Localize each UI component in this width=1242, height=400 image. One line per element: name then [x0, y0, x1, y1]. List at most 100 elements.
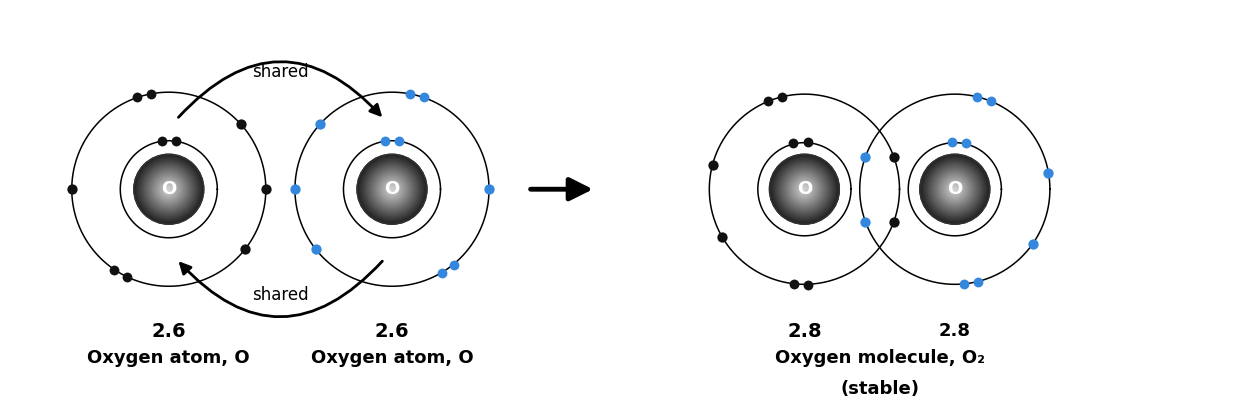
Point	[799, 281, 818, 288]
Circle shape	[787, 172, 822, 207]
Circle shape	[166, 187, 171, 192]
Circle shape	[948, 182, 961, 196]
Circle shape	[369, 166, 415, 212]
Circle shape	[364, 161, 420, 217]
Circle shape	[154, 174, 184, 204]
Circle shape	[940, 174, 970, 204]
Circle shape	[785, 170, 825, 209]
Circle shape	[800, 184, 809, 194]
Circle shape	[137, 157, 201, 222]
Circle shape	[950, 184, 960, 194]
Circle shape	[370, 167, 414, 211]
Point	[310, 121, 330, 128]
Point	[231, 121, 251, 128]
Point	[968, 93, 987, 100]
Point	[797, 139, 817, 145]
Point	[389, 138, 409, 144]
Circle shape	[770, 154, 840, 224]
Point	[856, 154, 876, 160]
Point	[432, 270, 452, 276]
Circle shape	[356, 154, 427, 224]
Circle shape	[789, 174, 820, 204]
Circle shape	[774, 159, 835, 220]
Circle shape	[375, 173, 409, 206]
Circle shape	[925, 160, 984, 218]
Point	[954, 281, 974, 287]
Point	[117, 274, 137, 280]
Circle shape	[935, 170, 975, 209]
Point	[306, 246, 325, 252]
Text: Oxygen atom, O: Oxygen atom, O	[87, 349, 250, 367]
Circle shape	[933, 167, 977, 211]
Circle shape	[134, 154, 204, 224]
Text: O: O	[948, 180, 963, 198]
Circle shape	[770, 156, 838, 223]
Circle shape	[139, 159, 199, 220]
Point	[400, 90, 420, 97]
Circle shape	[381, 179, 402, 200]
Circle shape	[951, 186, 959, 193]
Circle shape	[934, 168, 976, 210]
Circle shape	[954, 188, 956, 190]
Text: 2.8: 2.8	[787, 322, 822, 341]
Circle shape	[148, 168, 190, 210]
Circle shape	[949, 184, 960, 195]
Circle shape	[388, 184, 396, 194]
Circle shape	[386, 184, 397, 195]
Circle shape	[776, 161, 832, 217]
Circle shape	[773, 158, 836, 221]
Text: O: O	[161, 180, 176, 198]
Point	[941, 139, 961, 145]
Circle shape	[932, 166, 979, 212]
Circle shape	[796, 181, 812, 197]
Circle shape	[156, 176, 181, 202]
Text: 2.6: 2.6	[375, 322, 410, 341]
Circle shape	[147, 167, 191, 211]
Circle shape	[155, 175, 183, 203]
Point	[884, 218, 904, 225]
Text: shared: shared	[252, 286, 309, 304]
Circle shape	[789, 173, 821, 206]
Point	[856, 218, 876, 225]
Text: (stable): (stable)	[840, 380, 919, 398]
Circle shape	[371, 168, 412, 210]
Circle shape	[941, 175, 969, 203]
Point	[784, 140, 804, 147]
Circle shape	[797, 182, 811, 196]
Point	[235, 246, 255, 252]
Circle shape	[366, 164, 417, 215]
Circle shape	[160, 181, 176, 197]
Circle shape	[163, 184, 175, 195]
Circle shape	[138, 158, 200, 221]
Circle shape	[375, 172, 410, 207]
Circle shape	[363, 160, 421, 218]
Circle shape	[804, 188, 806, 190]
Point	[969, 278, 989, 285]
Point	[127, 94, 147, 100]
Circle shape	[376, 174, 407, 204]
Circle shape	[794, 179, 815, 200]
Circle shape	[920, 154, 990, 224]
Circle shape	[802, 187, 807, 192]
Point	[1038, 170, 1058, 176]
Circle shape	[924, 159, 985, 220]
Circle shape	[144, 165, 194, 214]
Point	[773, 93, 792, 100]
Circle shape	[145, 166, 193, 212]
Circle shape	[135, 156, 202, 223]
Circle shape	[143, 164, 195, 215]
Circle shape	[158, 179, 179, 200]
Circle shape	[790, 175, 818, 203]
Text: 2.6: 2.6	[152, 322, 186, 341]
Circle shape	[385, 182, 399, 196]
Circle shape	[368, 165, 416, 214]
Circle shape	[389, 186, 395, 193]
Point	[140, 90, 160, 97]
Text: Oxygen atom, O: Oxygen atom, O	[310, 349, 473, 367]
Circle shape	[941, 176, 968, 202]
Circle shape	[781, 166, 827, 212]
Text: O: O	[384, 180, 400, 198]
Circle shape	[359, 157, 425, 222]
Circle shape	[923, 158, 986, 221]
Point	[166, 138, 186, 144]
